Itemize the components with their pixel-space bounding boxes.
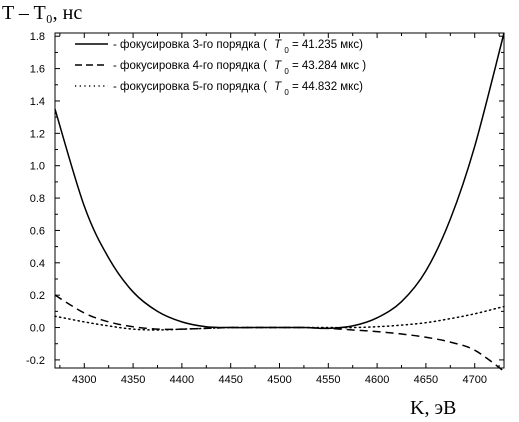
y-tick-label-5: 0.8 <box>30 193 45 205</box>
legend-label-1: - фокусировка 3-го порядка ( T 0 = 41.23… <box>113 39 363 55</box>
y-tick-label-4: 0.6 <box>30 225 45 237</box>
legend-text-3: - фокусировка 5-го порядка ( <box>113 81 267 93</box>
legend-text-1: - фокусировка 3-го порядка ( <box>113 39 267 51</box>
legend-T-2: T <box>274 60 282 72</box>
x-tick-label-5: 4550 <box>316 374 340 386</box>
legend-entry-1: - фокусировка 3-го порядка ( T 0 = 41.23… <box>75 39 363 55</box>
legend-value-3: = 44.832 мкс) <box>292 81 363 93</box>
x-tick-label-0: 4300 <box>72 374 96 386</box>
legend-value-2: = 43.284 мкс ) <box>292 60 366 72</box>
series-group <box>54 32 505 372</box>
y-tick-label-9: 1.6 <box>30 64 45 76</box>
series-line-1 <box>54 32 505 330</box>
axis-ticks: 4300 4350 4400 4450 4500 4550 4600 4650 4700 -0.2… <box>26 31 504 386</box>
legend-T-1: T <box>274 39 282 51</box>
legend-value-1: = 41.235 мкс) <box>292 39 363 51</box>
y-tick-label-2: 0.2 <box>30 290 45 302</box>
x-tick-label-6: 4600 <box>365 374 389 386</box>
y-tick-label-0: -0.2 <box>26 355 45 367</box>
x-tick-label-7: 4650 <box>414 374 438 386</box>
x-tick-label-2: 4400 <box>170 374 194 386</box>
legend-sub-3: 0 <box>284 88 289 97</box>
legend: - фокусировка 3-го порядка ( T 0 = 41.23… <box>75 39 366 97</box>
y-tick-label-3: 0.4 <box>30 258 45 270</box>
legend-T-3: T <box>274 81 282 93</box>
x-tick-label-1: 4350 <box>121 374 145 386</box>
series-line-3 <box>54 305 505 331</box>
legend-text-2: - фокусировка 4-го порядка ( <box>113 60 267 72</box>
x-tick-label-8: 4700 <box>462 374 486 386</box>
legend-sub-2: 0 <box>284 67 289 76</box>
legend-entry-3: - фокусировка 5-го порядка ( T 0 = 44.83… <box>75 81 363 97</box>
legend-sub-1: 0 <box>284 46 289 55</box>
y-tick-label-10: 1.8 <box>30 31 45 43</box>
legend-label-3: - фокусировка 5-го порядка ( T 0 = 44.83… <box>113 81 363 97</box>
series-line-2 <box>54 294 505 372</box>
legend-label-2: - фокусировка 4-го порядка ( T 0 = 43.28… <box>113 60 366 76</box>
legend-entry-2: - фокусировка 4-го порядка ( T 0 = 43.28… <box>75 60 366 76</box>
y-axis-title: T – T₀, нс <box>2 2 82 24</box>
y-tick-label-1: 0.0 <box>30 323 45 335</box>
x-axis-title: K, эВ <box>410 397 456 417</box>
x-tick-label-4: 4500 <box>267 374 291 386</box>
y-tick-label-8: 1.4 <box>30 96 45 108</box>
y-tick-label-6: 1.0 <box>30 161 45 173</box>
y-tick-label-7: 1.2 <box>30 128 45 140</box>
x-tick-label-3: 4450 <box>218 374 242 386</box>
